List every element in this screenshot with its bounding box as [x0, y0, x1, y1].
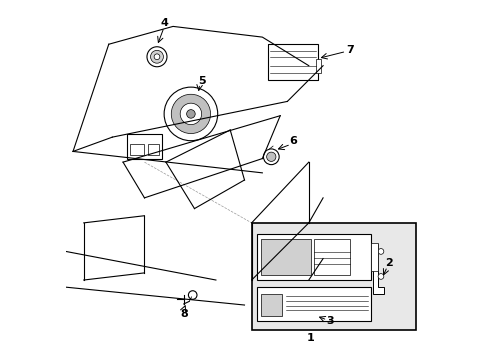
- Text: 5: 5: [198, 76, 205, 86]
- Bar: [260, 239, 310, 275]
- Circle shape: [147, 47, 166, 67]
- Text: 3: 3: [326, 316, 333, 326]
- Circle shape: [150, 50, 163, 63]
- Bar: [130, 144, 144, 155]
- Circle shape: [377, 274, 383, 279]
- Text: 7: 7: [346, 45, 353, 55]
- Text: 6: 6: [288, 136, 296, 147]
- Circle shape: [263, 149, 279, 165]
- Polygon shape: [372, 244, 383, 294]
- Circle shape: [186, 110, 195, 118]
- Bar: [148, 144, 159, 155]
- Circle shape: [188, 291, 197, 299]
- Circle shape: [171, 94, 210, 134]
- Text: 4: 4: [160, 18, 168, 28]
- Bar: [315, 59, 321, 73]
- Bar: [257, 287, 370, 321]
- Circle shape: [377, 249, 383, 254]
- Bar: [267, 44, 317, 80]
- Bar: [313, 239, 349, 275]
- Circle shape: [180, 103, 201, 125]
- Circle shape: [164, 87, 217, 141]
- Circle shape: [266, 152, 275, 161]
- Text: 1: 1: [306, 333, 314, 343]
- Bar: [126, 134, 162, 158]
- Bar: [257, 234, 370, 280]
- Circle shape: [154, 54, 160, 60]
- Bar: [251, 223, 415, 330]
- Bar: [370, 243, 378, 271]
- Text: 2: 2: [385, 258, 392, 268]
- Bar: [260, 294, 282, 316]
- Text: 8: 8: [180, 309, 187, 319]
